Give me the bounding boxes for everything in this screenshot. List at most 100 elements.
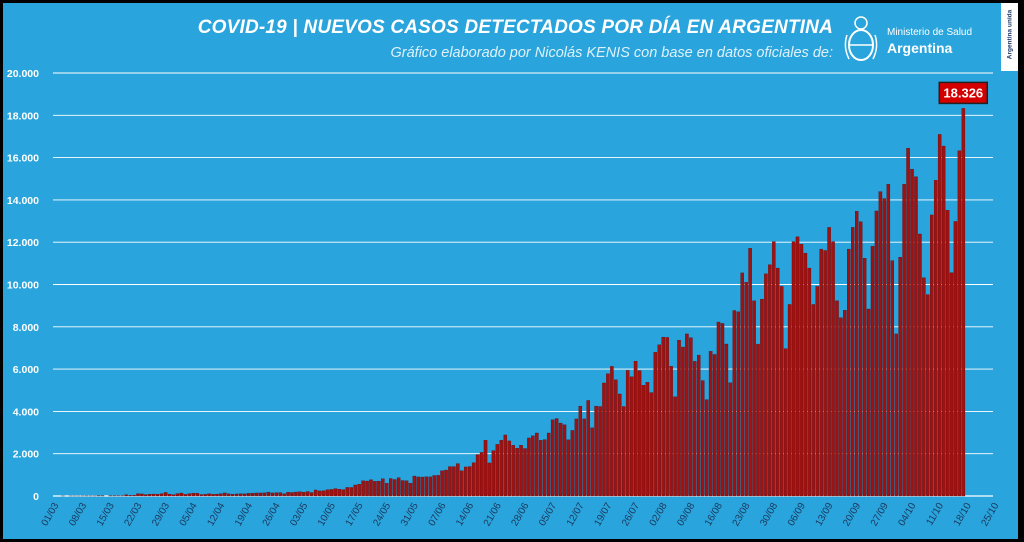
y-tick-label: 10.000 [7,280,39,292]
chart: 0 2.000 4.000 6.000 8.000 10.000 12.000 14.000 1… [7,68,1002,529]
bar [294,491,298,497]
bar [586,400,590,497]
bar [795,236,800,497]
bar [637,370,642,497]
y-tick-label: 16.000 [7,153,39,165]
x-tick-label: 20/09 [841,501,863,529]
bar [389,478,393,497]
bar [377,480,381,497]
bar [432,475,436,497]
bar [219,493,223,497]
bar [930,214,934,497]
bar [614,379,618,497]
bar [629,376,634,497]
bar [847,248,851,497]
x-tick-label: 01/03 [40,501,62,529]
bar [337,489,342,497]
bar [878,191,883,497]
bar [807,267,812,497]
bar [171,494,176,497]
highlight-box [938,81,989,105]
bar [594,405,598,497]
x-tick-label: 24/05 [371,501,393,529]
bar [341,489,346,497]
bar [602,382,606,497]
x-tick-label: 05/07 [537,501,559,529]
bar [207,493,211,497]
bar [839,317,843,497]
bar [475,454,480,497]
bar [724,343,729,497]
argentina-unida-badge: Argentina unida [1001,3,1018,71]
bar [310,492,314,497]
bar [452,466,456,497]
bar [791,241,796,497]
y-tick-label: 6.000 [13,364,39,376]
side-badge-label: Argentina unida [1006,9,1014,60]
bar [223,492,227,497]
ministry-logo: Ministerio de Salud Argentina [841,13,1001,67]
bar [262,492,267,497]
bar [704,399,709,497]
bar [491,450,496,497]
bar [274,492,278,497]
bar [855,211,859,497]
bar [282,493,286,497]
bar [215,493,219,497]
bar [922,277,926,497]
bar [570,430,575,497]
bar [507,440,511,497]
bar [870,246,875,497]
bar [618,393,622,497]
bar [641,385,646,497]
bar [163,492,168,497]
bar [673,396,677,497]
bar [357,484,361,497]
bar [708,351,713,497]
bar [740,272,744,497]
bar [752,300,756,497]
bar [128,495,132,497]
y-tick-label: 12.000 [7,237,39,249]
x-tick-label: 27/09 [869,501,891,529]
bar [669,366,673,497]
y-tick-label: 2.000 [13,449,39,461]
bar [768,264,772,497]
x-tick-label: 17/05 [344,501,366,529]
bar [148,494,152,497]
bar [700,380,705,497]
bar [258,492,263,497]
x-tick-label: 15/03 [95,501,117,529]
highlight-label: 18.326 [943,85,983,100]
bar [811,304,816,497]
bar [412,475,417,497]
bar [246,493,251,497]
bar [302,492,306,497]
x-tick-label: 28/06 [509,501,531,529]
bar [349,487,353,497]
bar [254,492,259,497]
bar [546,432,551,497]
bar [957,150,962,497]
bar [156,494,160,497]
bar [483,440,488,497]
bar [566,439,571,497]
bar [835,300,839,497]
ministry-name: Ministerio de Salud [887,27,973,38]
bar [622,406,626,497]
bar [961,108,966,497]
bar [471,462,476,497]
bar [313,489,318,497]
bar [926,294,930,497]
bar [799,244,804,497]
bar [744,282,748,497]
bar [495,444,500,497]
bar [187,493,192,497]
x-tick-label: 14/06 [454,501,476,529]
bar [124,494,128,497]
bar [270,492,274,497]
bar [298,491,302,497]
ministry-country: Argentina [887,40,953,56]
bar [815,286,819,497]
bar [598,406,602,497]
